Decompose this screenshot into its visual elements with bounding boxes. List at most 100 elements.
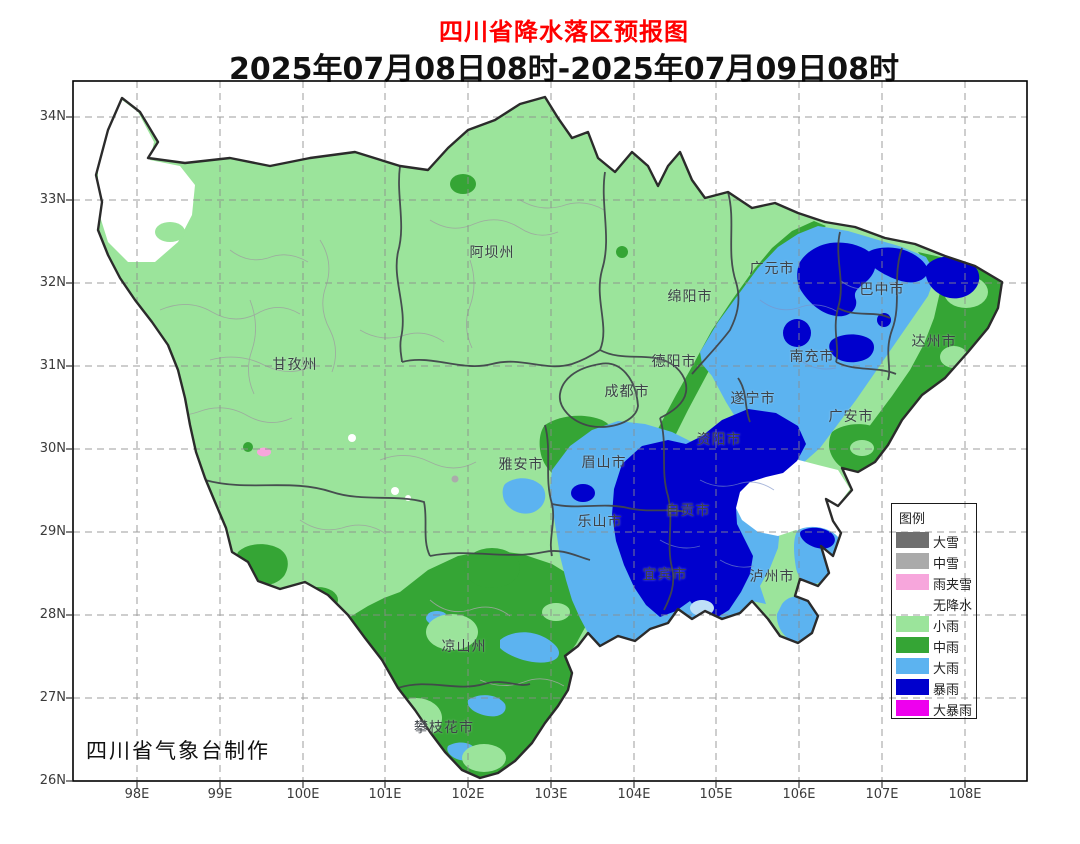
heavy-rain-patch-yaan (502, 478, 546, 514)
zone-moderate-rain-leshan-west (464, 548, 520, 588)
light-rain-patch-s1 (426, 614, 478, 650)
region-label: 甘孜州 (272, 357, 318, 373)
rainstorm-blob-ne4 (829, 334, 874, 363)
prefecture-boundaries (204, 165, 903, 689)
legend-row: 雨夹雪 (892, 572, 976, 593)
lon-tick-label: 102E (451, 787, 485, 802)
light-rain-patch-s4 (542, 603, 570, 621)
lat-tick-label: 29N (39, 524, 66, 539)
legend-swatch (896, 574, 929, 590)
graticule (73, 81, 1027, 781)
zone-rainstorm-south-central (612, 409, 806, 620)
heavy-rain-streak2 (467, 695, 506, 717)
region-label: 泸州市 (749, 569, 795, 585)
lon-tick-label: 98E (124, 787, 150, 802)
lat-tick-label: 33N (39, 192, 66, 207)
zone-moderate-rain-west-blob (236, 544, 288, 586)
rainstorm-blob-ne2 (865, 247, 928, 283)
legend-swatch (896, 532, 929, 548)
lat-tick-label: 34N (39, 109, 66, 124)
region-label: 攀枝花市 (414, 720, 474, 736)
light-rain-patch-s3 (462, 744, 506, 772)
rainstorm-blob-west (571, 484, 595, 502)
county-boundaries-blue (659, 279, 873, 568)
region-label: 成都市 (604, 384, 650, 400)
legend-row: 中雪 (892, 551, 976, 572)
legend-label: 暴雨 (933, 683, 960, 698)
lon-tick-label: 108E (948, 787, 982, 802)
lat-tick-label: 30N (39, 441, 66, 456)
axis-ticks (66, 116, 966, 788)
lat-tick-label: 31N (39, 358, 66, 373)
lat-tick-label: 27N (39, 690, 66, 705)
heavy-rain-streak1 (500, 632, 560, 663)
zone-moderate-rain-band (620, 221, 826, 500)
legend-box: 图例 大雪中雪雨夹雪 无降水小雨中雨大雨暴雨大暴雨 (891, 503, 977, 719)
legend-swatch (896, 700, 929, 716)
region-label: 达州市 (911, 334, 957, 350)
lon-tick-label: 99E (207, 787, 233, 802)
region-label: 资阳市 (696, 432, 742, 448)
zone-heavy-rain-lobe2 (776, 596, 818, 642)
lon-tick-label: 106E (782, 787, 816, 802)
zone-moderate-rain-north-spot (450, 174, 476, 194)
legend-row: 大雨 (892, 656, 976, 677)
region-label: 阿坝州 (469, 245, 515, 261)
region-label: 遂宁市 (730, 391, 776, 407)
legend-label: 中雨 (933, 641, 960, 656)
province-border (94, 95, 1004, 780)
legend-label: 小雨 (933, 620, 960, 635)
precipitation-zones (96, 97, 1002, 778)
legend-row: 大雪 (892, 530, 976, 551)
lat-tick-label: 28N (39, 607, 66, 622)
region-label: 广安市 (828, 409, 874, 425)
zone-heavy-rain-northeast (700, 226, 936, 468)
lon-tick-label: 101E (368, 787, 402, 802)
snow-dot (451, 475, 459, 483)
region-label: 绵阳市 (667, 289, 713, 305)
legend-swatch (896, 658, 929, 674)
lon-tick-label: 107E (865, 787, 899, 802)
legend-title: 图例 (899, 512, 926, 527)
lat-tick-label: 26N (39, 773, 66, 788)
lat-tick-label: 32N (39, 275, 66, 290)
legend-row: 暴雨 (892, 677, 976, 698)
region-label: 德阳市 (651, 354, 697, 370)
sleet-dot (257, 447, 271, 457)
zone-no-precip-northwest (98, 100, 195, 262)
region-label: 凉山州 (441, 639, 487, 655)
zone-moderate-rain-dot (616, 246, 628, 258)
legend-label: 雨夹雪 (933, 578, 973, 593)
region-label: 宜宾市 (642, 567, 688, 583)
lon-tick-label: 104E (617, 787, 651, 802)
legend-swatch (896, 595, 929, 611)
legend-label: 中雪 (933, 557, 960, 572)
legend-label: 大暴雨 (933, 704, 973, 719)
region-label: 巴中市 (859, 282, 905, 298)
rainstorm-tip-lobe1 (800, 527, 835, 549)
no-precip-dot2 (391, 487, 399, 495)
zone-moderate-rain-south (350, 550, 596, 778)
region-label: 乐山市 (577, 514, 623, 530)
light-rain-notch-guangan (850, 440, 874, 456)
legend-label: 大雪 (933, 536, 960, 551)
legend-swatch (896, 637, 929, 653)
legend-row: 小雨 (892, 614, 976, 635)
region-label: 眉山市 (581, 455, 627, 471)
map-frame (72, 80, 1028, 782)
region-label: 南充市 (789, 349, 835, 365)
legend-swatch (896, 679, 929, 695)
region-label: 广元市 (749, 261, 795, 277)
region-label: 雅安市 (498, 457, 544, 473)
legend-row: 中雨 (892, 635, 976, 656)
light-rain-speckle (155, 222, 185, 242)
legend-label: 大雨 (933, 662, 960, 677)
lon-tick-label: 103E (534, 787, 568, 802)
lon-tick-label: 105E (699, 787, 733, 802)
no-precip-dot1 (348, 434, 356, 442)
legend-row: 无降水 (892, 593, 976, 614)
page-title: 四川省降水落区预报图 (439, 18, 689, 46)
zone-moderate-rain-dot2 (243, 442, 253, 452)
